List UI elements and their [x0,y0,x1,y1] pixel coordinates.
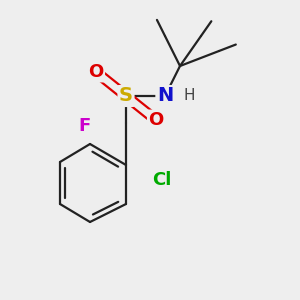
Text: S: S [119,86,133,106]
Text: O: O [88,63,104,81]
Text: H: H [183,88,195,104]
Text: O: O [148,111,164,129]
Text: Cl: Cl [152,171,172,189]
Text: N: N [157,86,173,106]
Text: F: F [78,117,90,135]
